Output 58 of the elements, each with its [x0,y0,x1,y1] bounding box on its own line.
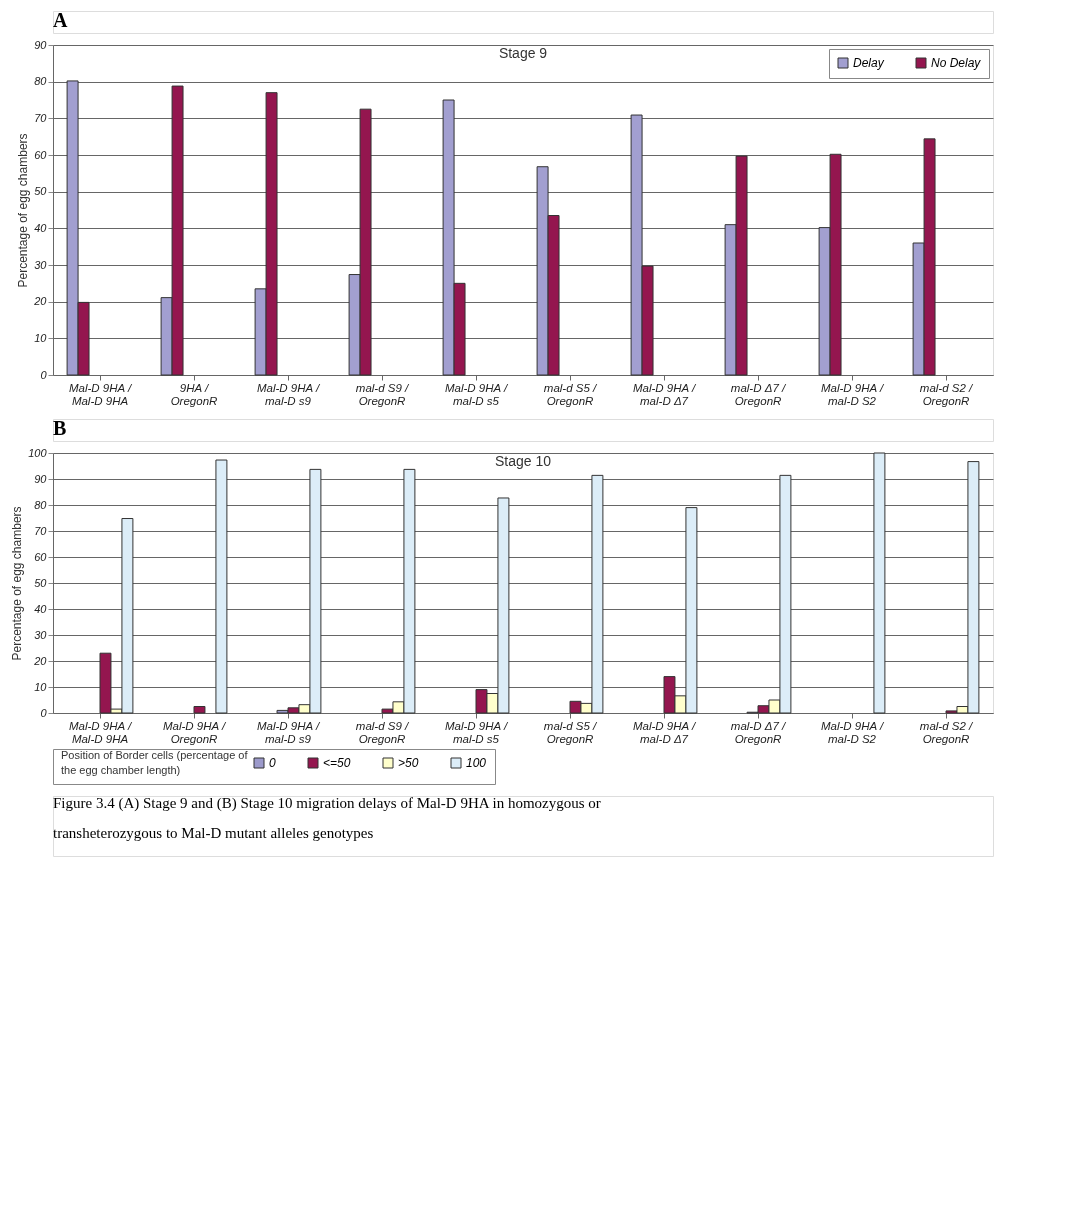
caption: Figure 3.4 (A) Stage 9 and (B) Stage 10 migration delays of Mal-D 9HA in homozygous or transheterozygous to Mal-D mutant alleles genotypes [53,795,601,841]
x-tick-label: Mal-D 9HA / Mal-D 9HA [68,719,133,745]
y-tick-label: 20 [33,295,48,308]
bar [193,706,206,714]
y-tick-label: 70 [34,111,48,124]
x-tick-label: mal-d S2 / OregonR [919,719,974,745]
y-tick-label: 60 [34,148,48,161]
legend-label: <=50 [323,756,351,770]
x-tick-label: Mal-D 9HA / Mal-D 9HA [68,381,133,407]
y-tick-label: 80 [34,75,48,88]
y-tick-label: 40 [34,221,48,234]
legend-label: 100 [466,756,487,770]
x-tick-label: mal-d S5 / OregonR [543,381,598,407]
legend-label: 0 [269,756,276,770]
y-tick-label: 50 [34,185,48,198]
x-tick-label: 9HA / OregonR [170,381,218,407]
legend-label: >50 [398,756,419,770]
x-tick-label: mal-d S5 / OregonR [543,719,598,745]
y-tick-label: 10 [34,331,48,344]
text: A [53,9,68,31]
bar [215,459,228,714]
y-tick-label: 10 [34,680,48,693]
y-tick-label: 80 [34,498,48,511]
x-tick-label: Mal-D 9HA / mal-D Δ7 [632,381,697,407]
x-tick-label: mal-d S2 / OregonR [919,381,974,407]
x-tick-label: mal-D Δ7 / OregonR [730,719,787,745]
x-tick-label: Mal-D 9HA / mal-D S2 [820,381,885,407]
legend-title: Position of Border cells (percentage of the egg chamber length) [61,749,249,776]
x-tick-label: mal-d S9 / OregonR [355,381,410,407]
y-tick-label: 60 [34,550,48,563]
y-axis-title: Percentage of egg chambers [16,133,31,288]
y-tick-label: 90 [34,38,48,51]
legend-label: Delay [853,56,885,70]
legend-label: No Delay [931,56,982,70]
x-tick-label: Mal-D 9HA / mal-D s9 [256,719,321,745]
chart-title: Stage 10 [494,453,552,469]
y-tick-label: 20 [33,654,48,667]
x-tick-label: Mal-D 9HA / OregonR [162,719,227,745]
x-tick-label: Mal-D 9HA / mal-D S2 [820,719,885,745]
x-tick-label: Mal-D 9HA / mal-D s5 [444,719,509,745]
x-tick-label: Mal-D 9HA / mal-D s5 [444,381,509,407]
y-tick-label: 90 [34,472,48,485]
x-tick-label: mal-d S9 / OregonR [355,719,410,745]
y-tick-label: 30 [34,628,48,641]
chart-title: Stage 9 [498,45,548,61]
y-tick-label: 0 [40,706,48,719]
y-tick-label: 40 [34,602,48,615]
x-tick-label: Mal-D 9HA / mal-D Δ7 [632,719,697,745]
y-tick-label: 0 [40,368,48,381]
x-tick-label: Mal-D 9HA / mal-D s9 [256,381,321,407]
y-tick-label: 100 [28,446,48,459]
y-axis-title: Percentage of egg chambers [10,506,25,661]
x-tick-label: mal-D Δ7 / OregonR [730,381,787,407]
y-tick-label: 30 [34,258,48,271]
y-tick-label: 50 [34,576,48,589]
bar [873,452,886,714]
text: B [53,417,67,439]
y-tick-label: 70 [34,524,48,537]
